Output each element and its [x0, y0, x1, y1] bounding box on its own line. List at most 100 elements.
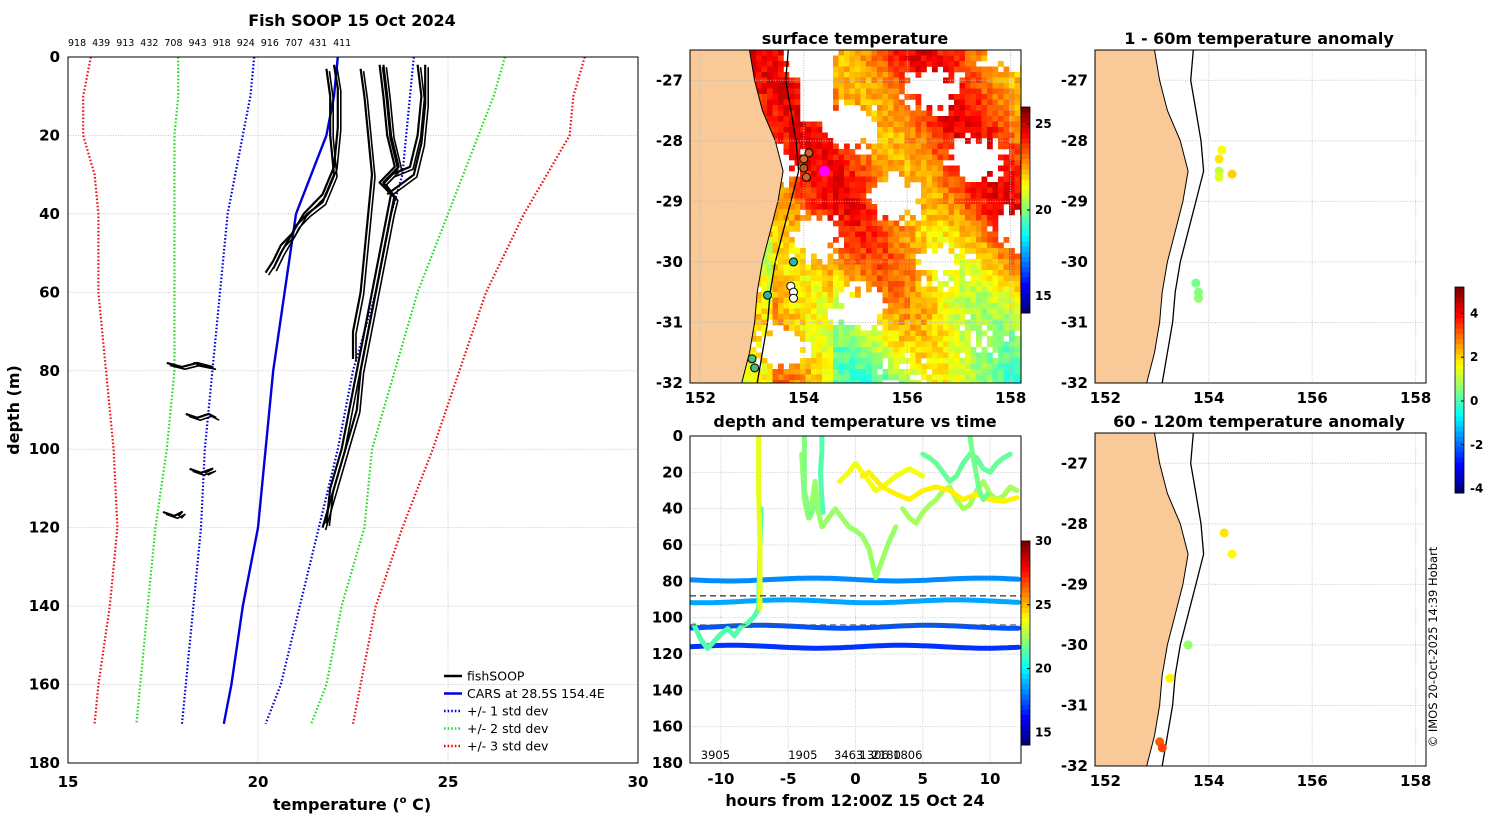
sst-cell [794, 325, 801, 331]
sst-cell [761, 330, 768, 337]
sst-cell [932, 61, 938, 67]
sst-cell [849, 77, 856, 84]
sst-cell [948, 204, 955, 210]
sst-cell [1009, 94, 1015, 100]
sst-cell [959, 204, 966, 210]
sst-cell [822, 154, 828, 161]
sst-cell [910, 116, 916, 122]
sst-cell [871, 336, 878, 342]
sst-cell [860, 374, 867, 381]
sst-cell [998, 127, 1004, 133]
sst-cell [822, 286, 828, 293]
sst-cell [948, 215, 955, 221]
sst-cell [871, 237, 878, 243]
sst-cell [778, 61, 784, 67]
sst-cell [767, 66, 773, 73]
sst-cell [866, 105, 872, 111]
sst-cell [987, 303, 993, 309]
sst-cell [866, 165, 872, 172]
sst-cell [789, 308, 795, 315]
sst-cell [937, 204, 944, 210]
sst-cell [954, 231, 960, 238]
sst-cell [965, 209, 971, 216]
sst-cell [888, 94, 894, 100]
sst-cell [921, 143, 927, 150]
sst-cell [844, 380, 850, 383]
y-tick-label: 0 [50, 48, 60, 66]
sst-cell [998, 297, 1004, 304]
sst-cell [1009, 143, 1015, 150]
sst-cell [827, 176, 834, 183]
sst-cell [871, 380, 878, 383]
sst-cell [838, 77, 845, 84]
colorbar-segment [1455, 487, 1464, 494]
sst-cell [910, 347, 916, 353]
sst-cell [882, 61, 889, 67]
sst-cell [783, 132, 790, 139]
sst-cell [932, 154, 938, 161]
y-tick-label: 160 [29, 676, 60, 694]
sst-cell [1014, 363, 1021, 370]
sst-cell [849, 352, 856, 359]
sst-cell [844, 83, 850, 89]
sst-cell [970, 116, 977, 122]
sst-cell [921, 121, 927, 128]
sst-cell [899, 380, 905, 383]
sst-cell [904, 182, 911, 188]
sst-cell [921, 226, 927, 232]
sst-cell [855, 154, 861, 161]
sst-cell [783, 369, 790, 375]
sst-cell [772, 50, 779, 56]
sst-cell [915, 231, 922, 238]
sst-cell [937, 303, 944, 309]
sst-cell [789, 94, 795, 100]
sst-cell [910, 264, 916, 271]
colorbar-segment [1455, 369, 1464, 376]
sst-cell [750, 330, 757, 337]
sst-cell [800, 374, 806, 381]
sst-cell [882, 270, 889, 276]
sst-cell [772, 132, 779, 139]
sst-cell [888, 275, 894, 282]
colorbar-segment [1455, 297, 1464, 303]
sst-cell [882, 149, 889, 155]
sst-cell [992, 220, 999, 227]
sst-cell [954, 220, 960, 227]
sst-cell [767, 374, 773, 381]
sst-cell [888, 99, 894, 106]
sst-cell [1009, 187, 1015, 194]
sst-cell [866, 83, 872, 89]
sst-cell [926, 347, 933, 353]
sst-cell [1009, 171, 1015, 177]
sst-cell [943, 182, 949, 188]
sst-cell [915, 352, 922, 359]
sst-cell [1009, 336, 1015, 342]
sst-cell [943, 209, 949, 216]
sst-cell [948, 297, 955, 304]
colorbar-segment [1021, 148, 1030, 154]
sst-cell [833, 369, 839, 375]
sst-cell [789, 220, 795, 227]
sst-cell [833, 286, 839, 293]
sst-cell [783, 281, 790, 287]
sst-cell [767, 88, 773, 95]
sst-cell [838, 198, 845, 205]
sst-cell [882, 99, 889, 106]
sst-cell [899, 352, 905, 359]
x-tick-label: 158 [1400, 772, 1431, 790]
sst-cell [976, 50, 982, 56]
sst-cell [866, 72, 872, 78]
depth-track [859, 469, 1020, 504]
sst-cell [915, 341, 922, 348]
sst-cell [877, 149, 883, 155]
sst-cell [948, 270, 955, 276]
sst-cell [981, 248, 988, 254]
sst-cell [827, 154, 834, 161]
sst-cell [1014, 374, 1021, 381]
sst-cell [970, 110, 977, 117]
sst-cell [987, 281, 993, 287]
sst-cell [959, 319, 966, 326]
sst-cell [937, 105, 944, 111]
sst-cell [772, 99, 779, 106]
sst-cell [866, 209, 872, 216]
